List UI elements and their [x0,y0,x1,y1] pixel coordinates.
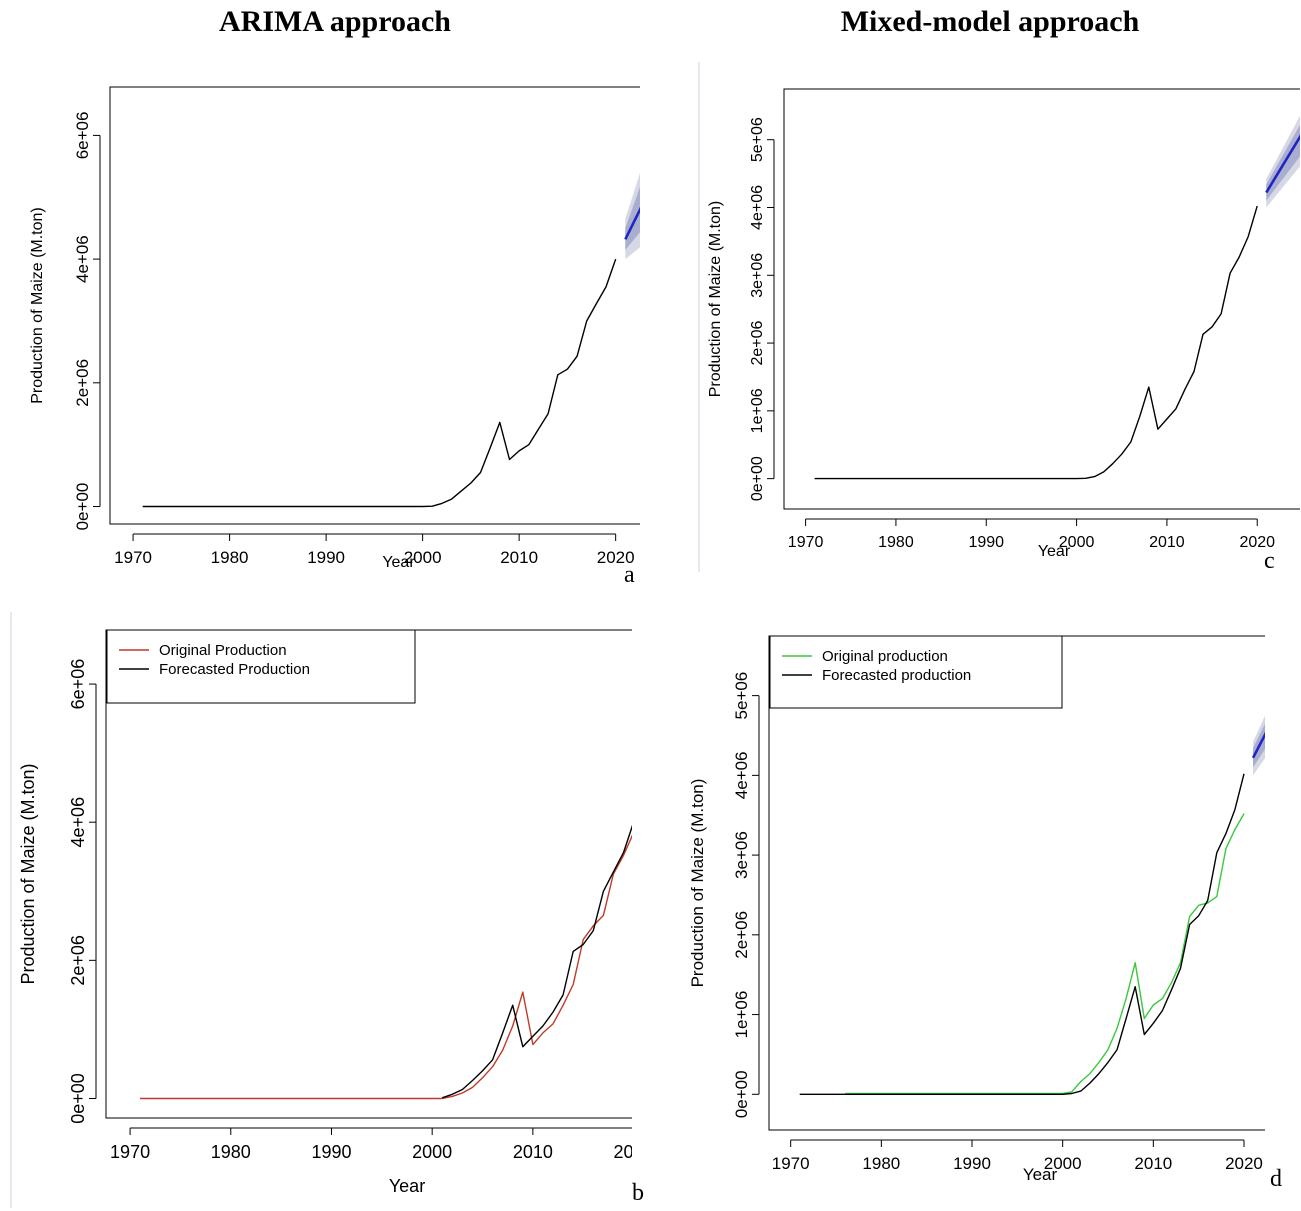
chart-c-series-black-line [814,205,1258,480]
chart-a-x-tick-label: 1990 [307,548,345,567]
chart-d-x-tick-label: 2010 [1134,1154,1172,1173]
chart-d-x-axis-title: Year [1023,1165,1058,1184]
chart-b-series-black-line [441,824,632,1099]
chart-d-x-tick-label: 2020 [1225,1154,1263,1173]
chart-b-x-tick-label: 1980 [211,1142,251,1162]
chart-d-x-tick-label: 1970 [772,1154,810,1173]
chart-b-legend-box [106,629,416,704]
chart-c-plot-frame [783,88,1300,510]
chart-d-x-tick-label: 1980 [862,1154,900,1173]
chart-a-x-tick-label: 2000 [404,548,442,567]
chart-b-legend: Original Production Forecasted Production [106,629,416,704]
chart-c-y-tick-label: 3e+06 [749,253,766,298]
chart-d-svg: 1970 1980 1990 2000 2010 2020 0e+00 1e+06 2e+06 3… [688,635,1265,1184]
chart-b-x-tick-label: 2020 [614,1142,632,1162]
chart-panel-d: 1970 1980 1990 2000 2010 2020 0e+00 1e+06 2e+06 3… [675,620,1265,1200]
chart-c-y-tick-label: 1e+06 [749,388,766,433]
chart-d-legend: Original production Forecasted production [769,635,1063,709]
chart-d-x-tick-label: 2000 [1044,1154,1082,1173]
chart-b-x-axis-title: Year [389,1176,425,1196]
chart-d-forecast-mean-line [1251,731,1265,759]
chart-b-y-tick-label: 0e+00 [68,1073,88,1124]
chart-d-y-tick-label: 5e+06 [732,672,751,720]
chart-a-y-tick-label: 0e+00 [73,483,92,531]
chart-d-y-tick-label: 0e+00 [732,1070,751,1118]
chart-c-x-tick-label: 2000 [1059,534,1095,551]
chart-a-y-tick-label: 4e+06 [73,235,92,283]
chart-b-legend-label: Original Production [159,642,287,659]
panel-letter-d: d [1270,1166,1282,1192]
chart-d-y-tick-label: 3e+06 [732,831,751,879]
chart-b-y-axis-title: Production of Maize (M.ton) [18,763,38,984]
chart-b-y-tick-label: 6e+06 [68,659,88,710]
chart-d-y-tick-label: 1e+06 [732,991,751,1039]
row-separator-left [10,612,12,1208]
chart-d-x-tick-label: 1990 [953,1154,991,1173]
panel-letter-b: b [632,1180,644,1206]
chart-a-series-black-line [142,258,617,508]
chart-d-legend-label: Original production [822,648,948,665]
chart-d-y-axis-title: Production of Maize (M.ton) [688,779,707,988]
chart-a-x-tick-label: 2010 [500,548,538,567]
chart-c-y-axis-title: Production of Maize (M.ton) [707,201,724,398]
chart-a-y-tick-label: 6e+06 [73,112,92,160]
panel-letter-c: c [1264,548,1275,574]
chart-d-y-tick-label: 4e+06 [732,751,751,799]
chart-a-x-tick-label: 2020 [597,548,635,567]
chart-d-plot-frame [768,635,1265,1131]
chart-a-x-tick-label: 1970 [114,548,152,567]
chart-d-y-tick-label: 2e+06 [732,911,751,959]
chart-panel-c: 1970 1980 1990 2000 2010 2020 0e+00 1e+06 2e+06 3… [700,60,1300,570]
chart-b-y-tick-label: 2e+06 [68,935,88,986]
chart-a-forecast-mean-line [624,206,640,240]
chart-c-y-tick-label: 2e+06 [749,320,766,365]
chart-c-x-axis-title: Year [1038,543,1071,560]
chart-c-x-tick-label: 1990 [968,534,1004,551]
column-separator [698,62,700,572]
chart-panel-a: 1970 1980 1990 2000 2010 2020 0e+00 2e+06 4e+06 6… [0,60,640,590]
chart-b-x-tick-label: 1970 [110,1142,150,1162]
chart-a-x-axis-title: Year [382,554,415,571]
chart-a-svg: 1970 1980 1990 2000 2010 2020 0e+00 2e+06 4e+06 6… [29,86,640,571]
chart-d-series-black-line [799,773,1245,1095]
chart-c-x-tick-label: 2010 [1149,534,1185,551]
chart-b-svg: 1970 1980 1990 2000 2010 2020 0e+00 2e+06 4e+06 6… [18,629,632,1196]
chart-b-y-tick-label: 4e+06 [68,797,88,848]
mixed-model-heading: Mixed-model approach [840,5,1140,38]
arima-heading: ARIMA approach [219,5,451,38]
chart-b-x-tick-label: 1990 [311,1142,351,1162]
chart-c-y-tick-label: 0e+00 [749,456,766,501]
chart-c-y-tick-label: 5e+06 [749,117,766,162]
chart-c-x-tick-label: 1980 [878,534,914,551]
panel-letter-a: a [624,562,635,588]
chart-d-legend-box [769,635,1063,709]
chart-d-legend-label: Forecasted production [822,667,971,684]
chart-a-y-axis-title: Production of Maize (M.ton) [29,207,46,404]
chart-a-x-tick-label: 1980 [211,548,249,567]
chart-b-series-red-line [140,834,632,1100]
chart-b-x-tick-label: 2000 [412,1142,452,1162]
chart-c-forecast-mean-line [1265,134,1300,194]
chart-a-y-tick-label: 2e+06 [73,359,92,407]
chart-panel-b: 1970 1980 1990 2000 2010 2020 0e+00 2e+06 4e+06 6… [12,614,632,1210]
chart-b-x-tick-label: 2010 [513,1142,553,1162]
chart-c-y-tick-label: 4e+06 [749,185,766,230]
chart-c-x-tick-label: 1970 [788,534,824,551]
chart-c-svg: 1970 1980 1990 2000 2010 2020 0e+00 1e+06 2e+06 3… [707,88,1300,560]
chart-a-plot-frame [109,86,640,525]
chart-b-legend-label: Forecasted Production [159,661,310,678]
chart-c-x-tick-label: 2020 [1239,534,1275,551]
